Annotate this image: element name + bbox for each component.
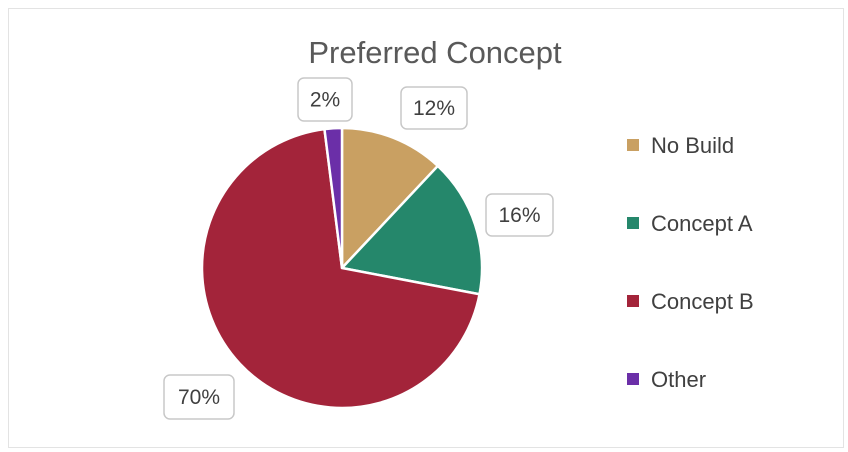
data-label-concept-b: 70%: [163, 374, 235, 420]
data-label-box: [297, 77, 353, 122]
legend-item-concept-a: Concept A: [627, 211, 753, 236]
legend-swatch: [627, 139, 639, 151]
pie-slices: [200, 126, 484, 410]
data-label-text: 70%: [178, 386, 220, 409]
legend-swatch: [627, 295, 639, 307]
data-label-box: [163, 374, 235, 420]
legend-label: Concept A: [651, 211, 753, 236]
legend-item-concept-b: Concept B: [627, 289, 754, 314]
data-label-box: [485, 193, 554, 237]
legend-item-no-build: No Build: [627, 133, 734, 158]
pie-slice-concept-a: [339, 164, 484, 296]
data-label-text: 16%: [498, 204, 540, 227]
pie-slice-concept-b: [200, 127, 481, 410]
data-label-text: 12%: [413, 97, 455, 120]
data-label-text: 2%: [310, 89, 340, 112]
legend-swatch: [627, 217, 639, 229]
data-label-concept-a: 16%: [485, 193, 554, 237]
data-label-other: 2%: [297, 77, 353, 122]
data-label-no-build: 12%: [400, 86, 468, 130]
data-labels: 12% 16% 70% 2%: [163, 77, 554, 420]
legend-item-other: Other: [627, 367, 706, 392]
pie-slice-no-build: [340, 126, 440, 272]
legend-label: Concept B: [651, 289, 754, 314]
legend-swatch: [627, 373, 639, 385]
pie-slice-other: [323, 126, 344, 269]
legend-label: Other: [651, 367, 706, 392]
chart-title: Preferred Concept: [308, 35, 562, 70]
legend: No Build Concept A Concept B Other: [627, 133, 754, 392]
legend-label: No Build: [651, 133, 734, 158]
data-label-box: [400, 86, 468, 130]
